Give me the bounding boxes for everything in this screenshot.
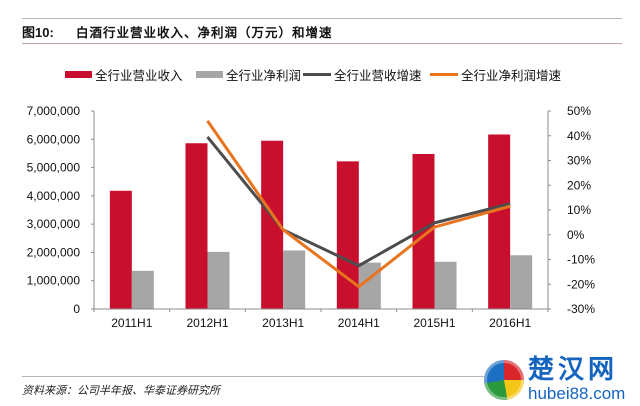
line-series (206, 120, 511, 289)
right-tick-label: -10% (567, 253, 595, 267)
left-tick-label: 7,000,000 (27, 104, 81, 118)
legend-item-revenue: 全行业营业收入 (65, 65, 183, 83)
legend-swatch-profit (196, 70, 223, 78)
revenue-bar (185, 143, 208, 309)
x-tick-label: 2012H1 (186, 316, 228, 330)
figure-title-text: 白酒行业营业收入、净利润（万元）和增速 (76, 25, 333, 40)
growth-line (206, 120, 511, 289)
x-tick-label: 2015H1 (413, 316, 455, 330)
legend-label-revenue: 全行业营业收入 (95, 67, 183, 83)
left-tick-label: 3,000,000 (27, 217, 81, 231)
legend-swatch-profit-growth (430, 72, 458, 76)
legend-label-profit: 全行业净利润 (226, 67, 302, 83)
source-rule (22, 376, 492, 377)
x-tick-label: 2011H1 (111, 316, 152, 330)
right-tick-label: 50% (567, 104, 591, 118)
x-tick-label: 2014H1 (338, 316, 380, 330)
profit-bar (283, 250, 306, 309)
right-tick-label: 20% (567, 178, 591, 192)
chart-legend: 全行业营业收入 全行业净利润 全行业营收增速 全行业净利润增速 (0, 65, 640, 83)
legend-item-profit-growth: 全行业净利润增速 (430, 65, 561, 83)
legend-swatch-revenue (65, 70, 92, 78)
x-tick-label: 2016H1 (489, 316, 531, 330)
legend-swatch-revenue-growth (303, 72, 331, 76)
right-tick-label: 30% (567, 154, 591, 168)
figure-number: 图10: (22, 25, 54, 40)
x-axis: 2011H1 2012H1 2013H1 2014H1 2015H1 2016H1 (93, 308, 549, 330)
globe-icon (484, 360, 524, 400)
revenue-bar (412, 153, 435, 309)
title-rule (22, 43, 622, 44)
revenue-bar (109, 190, 132, 309)
profit-bar (434, 261, 457, 309)
left-tick-label: 6,000,000 (27, 132, 81, 146)
growth-line (206, 136, 511, 268)
revenue-bar (336, 161, 359, 309)
legend-item-revenue-growth: 全行业营收增速 (303, 65, 422, 83)
right-tick-label: 10% (567, 203, 591, 217)
x-tick-label: 2013H1 (262, 316, 304, 330)
left-tick-label: 2,000,000 (27, 245, 81, 259)
top-rule (22, 18, 622, 19)
left-tick-label: 0 (73, 302, 80, 316)
left-tick-label: 5,000,000 (27, 161, 81, 175)
revenue-bar (261, 140, 284, 309)
legend-label-revenue-growth: 全行业营收增速 (334, 67, 422, 83)
profit-bar (510, 255, 533, 309)
watermark-logo: 楚汉网 hubei88.com (484, 356, 640, 406)
figure-title: 图10: 白酒行业营业收入、净利润（万元）和增速 (22, 24, 333, 42)
right-tick-label: 0% (567, 228, 585, 242)
left-tick-label: 1,000,000 (27, 274, 81, 288)
right-y-axis: 50% 40% 30% 20% 10% 0% -10% -20% -30% (547, 104, 595, 316)
left-y-axis: 7,000,000 6,000,000 5,000,000 4,000,000 3,00… (27, 104, 95, 316)
right-tick-label: 40% (567, 129, 591, 143)
watermark-name: 楚汉网 (528, 355, 619, 385)
profit-bar (207, 251, 230, 309)
legend-label-profit-growth: 全行业净利润增速 (461, 67, 562, 83)
bar-series (109, 134, 533, 309)
source-note: 资料来源：公司半年报、华泰证券研究所 (22, 384, 220, 397)
legend-item-profit: 全行业净利润 (196, 65, 301, 83)
right-tick-label: -20% (567, 277, 595, 291)
profit-bar (131, 270, 154, 309)
revenue-bar (488, 134, 511, 309)
right-tick-label: -30% (567, 302, 595, 316)
left-tick-label: 4,000,000 (27, 189, 81, 203)
watermark-domain: hubei88.com (528, 384, 626, 403)
